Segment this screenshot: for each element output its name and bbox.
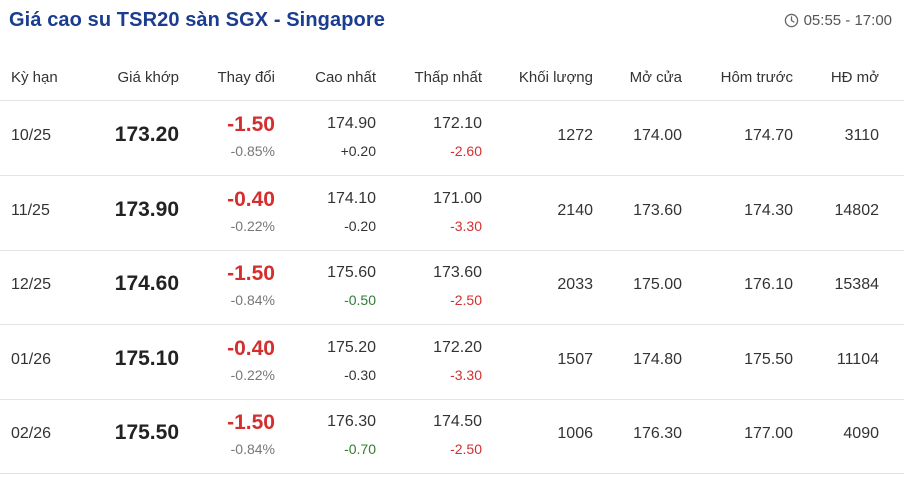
table-row: 01/26 175.10 -0.40 -0.22% 175.20 -0.30 172.20 -…: [0, 325, 904, 400]
cell-term: 10/25: [11, 127, 52, 144]
cell-high: 175.20: [327, 338, 376, 356]
cell-price: 175.50: [114, 421, 179, 445]
cell-change-pct: -0.85%: [230, 143, 275, 159]
cell-change-pct: -0.84%: [230, 441, 275, 458]
cell-high: 174.10: [327, 189, 376, 207]
cell-volume: 1006: [557, 425, 593, 443]
cell-open: 174.00: [633, 127, 682, 144]
cell-open: 176.30: [633, 425, 682, 443]
column-header-prev: Hôm trước: [720, 69, 793, 86]
cell-change: -0.40: [227, 336, 275, 360]
cell-prev: 174.70: [744, 127, 793, 144]
cell-open: 174.80: [633, 350, 682, 368]
cell-change: -1.50: [227, 411, 275, 435]
cell-volume: 1272: [557, 127, 593, 144]
cell-volume: 2140: [557, 201, 593, 219]
clock-icon: [784, 13, 798, 28]
cell-prev: 177.00: [744, 425, 793, 443]
cell-price: 175.10: [114, 346, 179, 370]
column-header-volume: Khối lượng: [518, 69, 593, 86]
cell-open-interest: 11104: [836, 350, 879, 368]
cell-open-interest: 14802: [834, 201, 880, 219]
column-header-change: Thay đổi: [217, 69, 275, 86]
cell-high-diff: -0.50: [344, 292, 376, 309]
cell-volume: 1507: [557, 350, 593, 368]
cell-open-interest: 3110: [844, 127, 879, 144]
cell-term: 12/25: [11, 276, 52, 294]
cell-price: 173.90: [114, 197, 179, 221]
cell-low-diff: -2.50: [450, 292, 482, 309]
header: Giá cao su TSR20 sàn SGX - Singapore 05:…: [0, 0, 904, 44]
cell-high: 174.90: [327, 115, 376, 132]
cell-change-pct: -0.22%: [230, 217, 275, 234]
cell-volume: 2033: [557, 276, 593, 294]
table-row: 10/25 173.20 -1.50 -0.85% 174.90 +0.20 172.10 -…: [0, 101, 904, 176]
cell-open-interest: 15384: [834, 276, 880, 294]
cell-low: 173.60: [433, 264, 482, 282]
cell-term: 11/25: [11, 201, 50, 219]
cell-change-pct: -0.22%: [230, 366, 275, 383]
trading-hours-text: 05:55 - 17:00: [803, 12, 892, 29]
cell-low-diff: -3.30: [450, 217, 482, 234]
cell-low-diff: -3.30: [450, 366, 482, 383]
cell-change: -0.40: [227, 187, 275, 211]
cell-change: -1.50: [227, 262, 275, 286]
column-header-open: Mở cửa: [629, 69, 682, 86]
cell-change: -1.50: [227, 113, 275, 136]
cell-term: 02/26: [11, 425, 52, 443]
cell-price: 174.60: [114, 272, 179, 296]
cell-high-diff: +0.20: [340, 143, 376, 159]
cell-low: 171.00: [433, 189, 482, 207]
cell-open: 175.00: [633, 276, 682, 294]
table-row: 02/26 175.50 -1.50 -0.84% 176.30 -0.70 174.50 -…: [0, 399, 904, 475]
cell-change-pct: -0.84%: [230, 292, 275, 309]
column-header-price: Giá khớp: [117, 69, 179, 86]
cell-low: 172.20: [433, 338, 482, 356]
cell-low-diff: -2.50: [450, 441, 482, 458]
cell-prev: 174.30: [744, 201, 793, 219]
cell-high: 176.30: [327, 413, 376, 431]
page-title: Giá cao su TSR20 sàn SGX - Singapore: [9, 9, 385, 31]
cell-low: 172.10: [433, 115, 482, 132]
cell-open-interest: 4090: [843, 425, 879, 443]
table-header: Kỳ hạn Giá khớp Thay đổi Cao nhất Thấp n…: [0, 58, 904, 101]
cell-high: 175.60: [327, 264, 376, 282]
trading-hours: 05:55 - 17:00: [784, 12, 892, 29]
column-header-high: Cao nhất: [315, 69, 376, 86]
column-header-term: Kỳ hạn: [11, 69, 58, 86]
cell-high-diff: -0.30: [344, 366, 376, 383]
table-row: 12/25 174.60 -1.50 -0.84% 175.60 -0.50 173.60 -…: [0, 250, 904, 326]
cell-low-diff: -2.60: [450, 143, 482, 159]
cell-term: 01/26: [11, 350, 52, 368]
cell-prev: 176.10: [744, 276, 793, 294]
column-header-low: Thấp nhất: [414, 69, 482, 86]
cell-high-diff: -0.20: [344, 217, 376, 234]
cell-low: 174.50: [433, 413, 482, 431]
column-header-open-interest: HĐ mở: [830, 69, 879, 86]
cell-high-diff: -0.70: [344, 441, 376, 458]
cell-price: 173.20: [114, 123, 179, 146]
cell-open: 173.60: [633, 201, 682, 219]
table-row: 11/25 173.90 -0.40 -0.22% 174.10 -0.20 171.00 -…: [0, 176, 904, 251]
cell-prev: 175.50: [744, 350, 793, 368]
